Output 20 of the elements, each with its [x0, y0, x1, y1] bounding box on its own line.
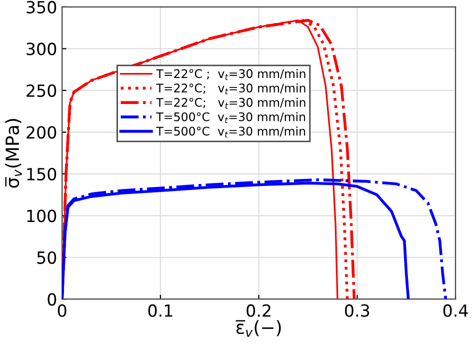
y-tick-label: 250: [26, 84, 56, 97]
x-axis-title: ε̅$_{v}$(−): [236, 320, 281, 337]
legend-label: T=500°C v$_{t}$=30 mm/min: [156, 126, 306, 138]
legend-label: T=500°C v$_{t}$=30 mm/min: [156, 112, 306, 124]
y-axis-title: σ̅$_{v}$(MPa): [5, 119, 22, 188]
y-tick-label: 350: [26, 0, 56, 14]
y-tick-label: 200: [26, 126, 56, 139]
legend-label: T=22°C; v$_{t}$=30 mm/min: [156, 83, 306, 94]
x-tick-label: 0.3: [345, 304, 370, 317]
x-tick-label: 0.1: [148, 304, 172, 317]
y-tick-label: 0: [48, 293, 56, 306]
legend-label: T=22°C ; v$_{t}$=30 mm/min: [156, 68, 306, 80]
y-tick-label: 100: [27, 210, 56, 222]
x-tick-label: 0.4: [443, 304, 468, 317]
y-tick-label: 50: [37, 251, 56, 264]
legend-label: T=22°C; v$_{t}$=30 mm/min: [156, 98, 306, 109]
y-tick-label: 150: [27, 168, 56, 180]
x-tick-label: 0: [58, 304, 66, 317]
y-tick-label: 300: [26, 42, 56, 56]
x-tick-label: 0.2: [246, 304, 270, 317]
